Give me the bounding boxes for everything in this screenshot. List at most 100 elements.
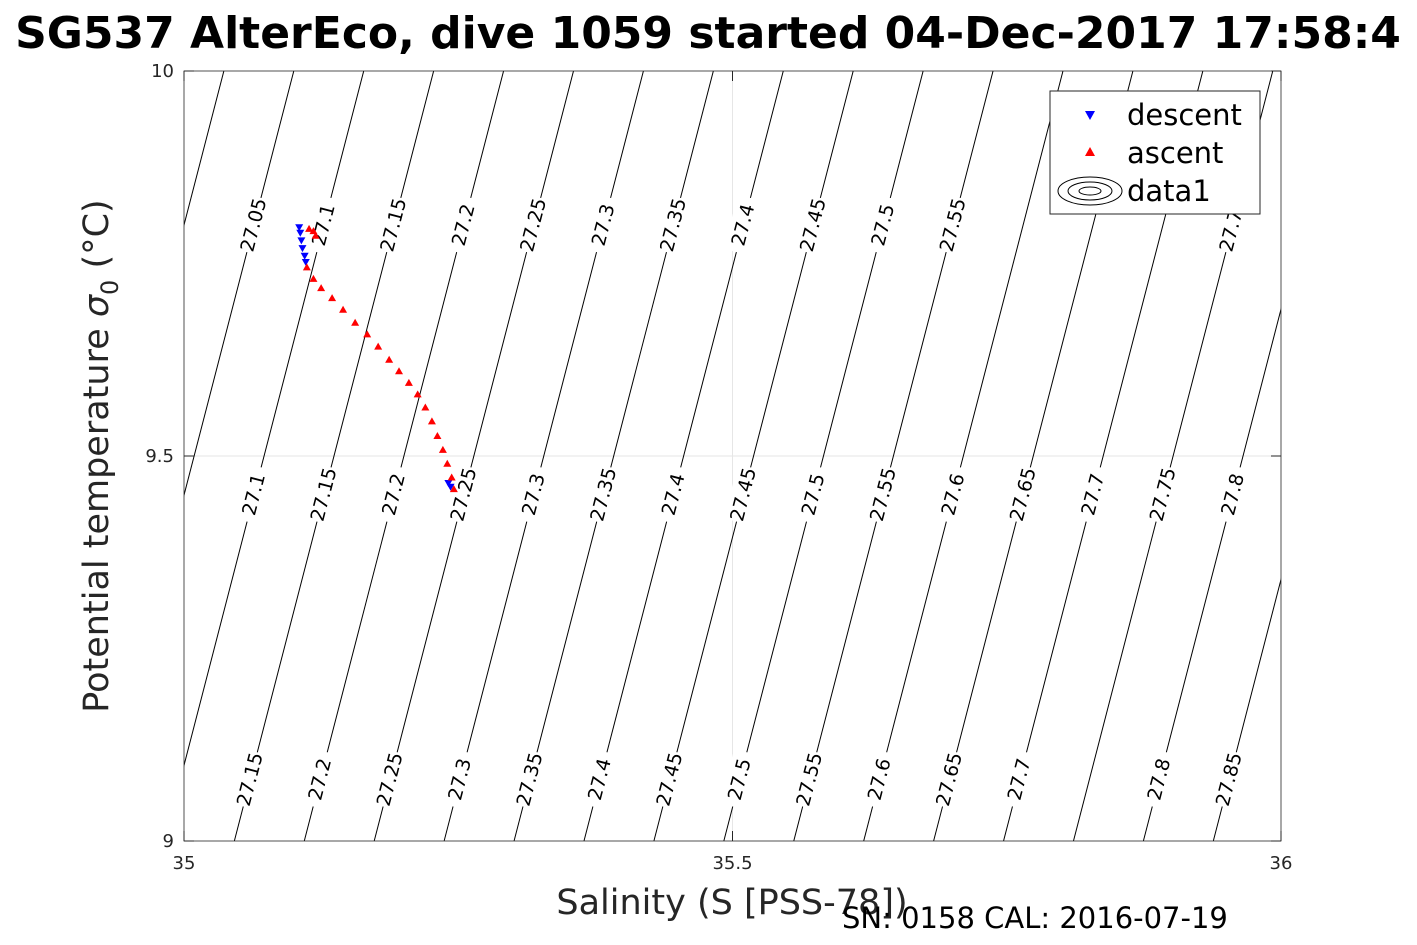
isopycnal-line bbox=[863, 71, 1064, 841]
contour-label-bg bbox=[583, 194, 622, 255]
legend-descent-marker bbox=[1085, 111, 1095, 120]
y-tick-label: 10 bbox=[151, 61, 174, 82]
contour-label-bg bbox=[863, 464, 902, 525]
ascent-point bbox=[328, 294, 337, 302]
y-axis-label-unit: (°C) bbox=[77, 199, 117, 279]
contour-label-bg bbox=[650, 749, 688, 810]
contour-label-bg bbox=[720, 749, 758, 810]
ascent-point bbox=[309, 274, 318, 282]
footer-sn-cal: SN: 0158 CAL: 2016-07-19 bbox=[842, 901, 1228, 935]
contour-label-bg bbox=[933, 194, 971, 255]
ascent-point bbox=[413, 390, 422, 398]
x-tick-label: 35 bbox=[173, 853, 196, 874]
ascent-point bbox=[404, 378, 413, 386]
ascent-point bbox=[395, 367, 404, 375]
contour-label-bg bbox=[440, 749, 478, 810]
legend-ascent-marker bbox=[1085, 147, 1095, 156]
contour-label-bg bbox=[234, 194, 272, 255]
ascent-point bbox=[438, 445, 447, 453]
contour-label-bg bbox=[653, 194, 692, 255]
ascent-point bbox=[374, 342, 383, 350]
contour-label-bg bbox=[793, 194, 831, 255]
contour-label-bg bbox=[790, 749, 828, 810]
chart-title: SG537 AlterEco, dive 1059 started 04-Dec… bbox=[15, 8, 1401, 59]
contour-label-bg bbox=[300, 749, 338, 810]
y-axis-label-main: Potential temperature bbox=[77, 317, 117, 713]
contour-label-bg bbox=[230, 749, 268, 810]
ascent-point bbox=[427, 417, 436, 425]
ascent-point bbox=[421, 403, 430, 411]
contour-label-bg bbox=[370, 749, 408, 810]
contour-label-bg bbox=[1003, 464, 1041, 525]
ascent-point bbox=[443, 459, 452, 467]
legend-ascent-label: ascent bbox=[1127, 136, 1223, 170]
ascent-point bbox=[363, 330, 372, 338]
ascent-point bbox=[351, 318, 360, 326]
contour-label-bg bbox=[234, 464, 272, 525]
contour-label-bg bbox=[444, 194, 482, 255]
contour-label-bg bbox=[514, 194, 552, 255]
y-axis-label-symbol: σ bbox=[77, 293, 117, 317]
legend-data1-marker bbox=[1057, 176, 1123, 206]
contour-label-bg bbox=[580, 749, 618, 810]
legend-data1-label: data1 bbox=[1127, 174, 1211, 208]
contour-label-bg bbox=[514, 464, 552, 525]
contour-label-bg bbox=[304, 464, 342, 525]
grid-lines bbox=[184, 71, 1281, 841]
contour-label-bg bbox=[654, 464, 692, 525]
legend: descent ascent data1 bbox=[1049, 90, 1261, 215]
contour-label-bg bbox=[304, 194, 342, 255]
y-tick-label: 9.5 bbox=[145, 446, 174, 467]
contour-label-bg bbox=[933, 464, 972, 525]
axis-ticks: 35 35.5 36 9 9.5 10 bbox=[145, 61, 1292, 874]
contour-label-bg bbox=[1209, 749, 1247, 810]
isopycnal-line bbox=[1142, 307, 1281, 841]
descent-point bbox=[301, 258, 310, 266]
contour-label-bg bbox=[444, 464, 482, 525]
ascent-point bbox=[305, 224, 314, 232]
contour-label-bg bbox=[929, 749, 968, 810]
legend-descent-label: descent bbox=[1127, 98, 1242, 132]
x-tick-label: 36 bbox=[1270, 853, 1293, 874]
contour-label-bg bbox=[723, 464, 762, 525]
descent-point bbox=[297, 237, 306, 245]
isopycnal-line bbox=[1212, 577, 1281, 841]
descent-point bbox=[295, 224, 304, 232]
ascent-point bbox=[449, 485, 458, 493]
legend-box bbox=[1049, 90, 1261, 215]
descent-point bbox=[300, 252, 309, 260]
descent-point bbox=[296, 229, 305, 237]
contour-label-bg bbox=[510, 749, 548, 810]
contour-label-bg bbox=[374, 194, 412, 255]
contour-label-bg bbox=[1213, 464, 1251, 525]
contour-label-bg bbox=[1143, 464, 1181, 525]
contour-label-bg bbox=[793, 464, 832, 525]
ascent-point bbox=[302, 263, 311, 271]
contour-label-bg bbox=[374, 464, 412, 525]
ascent-point bbox=[317, 284, 326, 292]
contour-label-bg bbox=[584, 464, 622, 525]
y-axis-label-subscript: 0 bbox=[96, 280, 124, 295]
contour-label-bg bbox=[863, 194, 901, 255]
y-tick-label: 9 bbox=[163, 831, 174, 852]
ascent-point bbox=[447, 473, 456, 481]
contour-label-bg bbox=[723, 194, 762, 255]
ascent-point bbox=[385, 355, 394, 363]
x-tick-label: 35.5 bbox=[712, 853, 752, 874]
ascent-point bbox=[433, 431, 442, 439]
series-ascent bbox=[302, 224, 458, 493]
contour-label-bg bbox=[999, 749, 1038, 810]
ascent-point bbox=[339, 305, 348, 313]
descent-point bbox=[444, 479, 453, 487]
data-series bbox=[295, 224, 458, 493]
isopycnal-line bbox=[184, 71, 225, 227]
ascent-point bbox=[311, 231, 320, 239]
contour-label-bg bbox=[1073, 464, 1111, 525]
y-axis-label: Potential temperature σ0 (°C) bbox=[77, 199, 124, 712]
contour-label-bg bbox=[1139, 749, 1177, 810]
x-axis-label: Salinity (S [PSS-78]) bbox=[556, 883, 907, 923]
contour-label-bg bbox=[860, 749, 898, 810]
series-descent bbox=[295, 224, 455, 491]
descent-point bbox=[298, 245, 307, 253]
